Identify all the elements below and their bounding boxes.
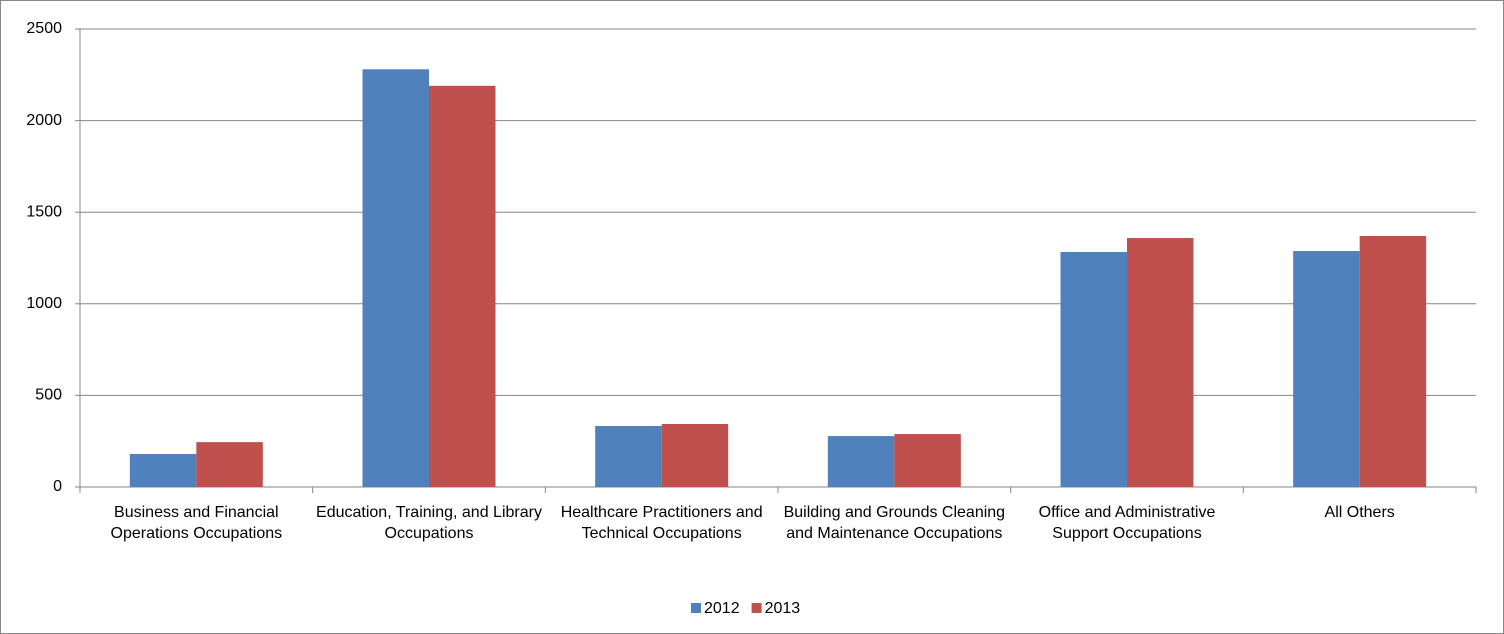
bar (1359, 236, 1427, 487)
legend-swatch (751, 603, 762, 613)
bar (827, 436, 895, 487)
y-tick-label: 1000 (26, 295, 62, 312)
legend-label: 2013 (765, 600, 801, 617)
y-tick-label: 500 (35, 387, 62, 404)
bar (429, 85, 496, 488)
x-tick-label: Office and Administrative Support Occupa… (1038, 504, 1216, 542)
bar (196, 442, 263, 487)
y-tick-label: 0 (53, 478, 62, 495)
legend-label: 2012 (704, 600, 740, 617)
y-tick-label: 2500 (26, 20, 62, 37)
bar (1293, 251, 1360, 487)
x-tick-label: Education, Training, and Library Occupat… (316, 504, 542, 542)
bar (1127, 238, 1194, 487)
x-tick-label: Business and Financial Operations Occupa… (110, 504, 283, 542)
x-tick-label: All Others (1324, 504, 1395, 521)
bar (894, 434, 961, 487)
y-tick-label: 1500 (26, 203, 62, 220)
bar (362, 69, 429, 487)
legend-swatch (691, 603, 701, 613)
x-tick-label: Healthcare Practitioners and Technical O… (560, 504, 763, 542)
bar (595, 425, 662, 487)
bar (661, 423, 729, 487)
x-tick-label: Building and Grounds Cleaning and Mainte… (783, 504, 1006, 542)
bar (1060, 251, 1127, 487)
bar (129, 454, 197, 487)
y-tick-label: 2000 (26, 112, 62, 129)
